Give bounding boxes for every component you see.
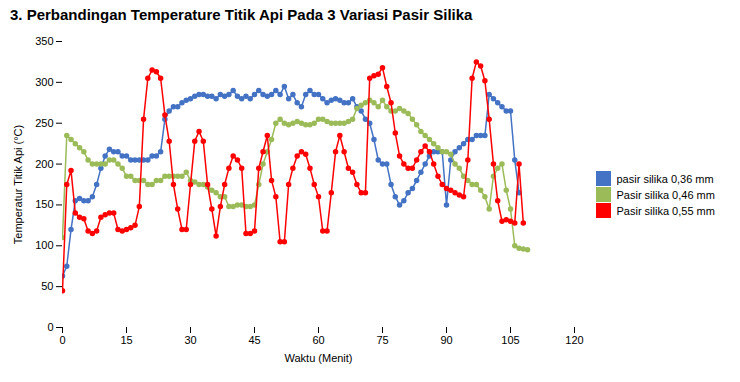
svg-text:350: 350 [35,35,53,47]
svg-text:90: 90 [440,334,452,346]
svg-text:50: 50 [41,280,53,292]
svg-text:300: 300 [35,76,53,88]
svg-text:15: 15 [120,334,132,346]
svg-text:100: 100 [35,239,53,251]
html-text:pasir silika 0,36 mm: pasir silika 0,36 mm [616,172,714,185]
svg-text:250: 250 [35,117,53,129]
svg-text:75: 75 [376,334,388,346]
svg-text:30: 30 [184,334,196,346]
svg-text:Waktu (Menit): Waktu (Menit) [284,352,352,364]
svg-text:105: 105 [501,334,519,346]
svg-text:45: 45 [248,334,260,346]
html-text:3. Perbandingan Temperature Ti: 3. Perbandingan Temperature Titik Api Pa… [10,6,473,23]
svg-text:Temperatur Titik Api (°C): Temperatur Titik Api (°C) [12,125,24,244]
html-text:Pasir silika 0,46 mm: Pasir silika 0,46 mm [616,188,715,201]
svg-text:150: 150 [35,198,53,210]
svg-text:200: 200 [35,158,53,170]
svg-text:0: 0 [47,321,53,333]
svg-text:60: 60 [312,334,324,346]
svg-text:120: 120 [565,334,583,346]
html-text:Pasir silika 0,55 mm: Pasir silika 0,55 mm [616,204,715,217]
svg-text:0: 0 [59,334,65,346]
